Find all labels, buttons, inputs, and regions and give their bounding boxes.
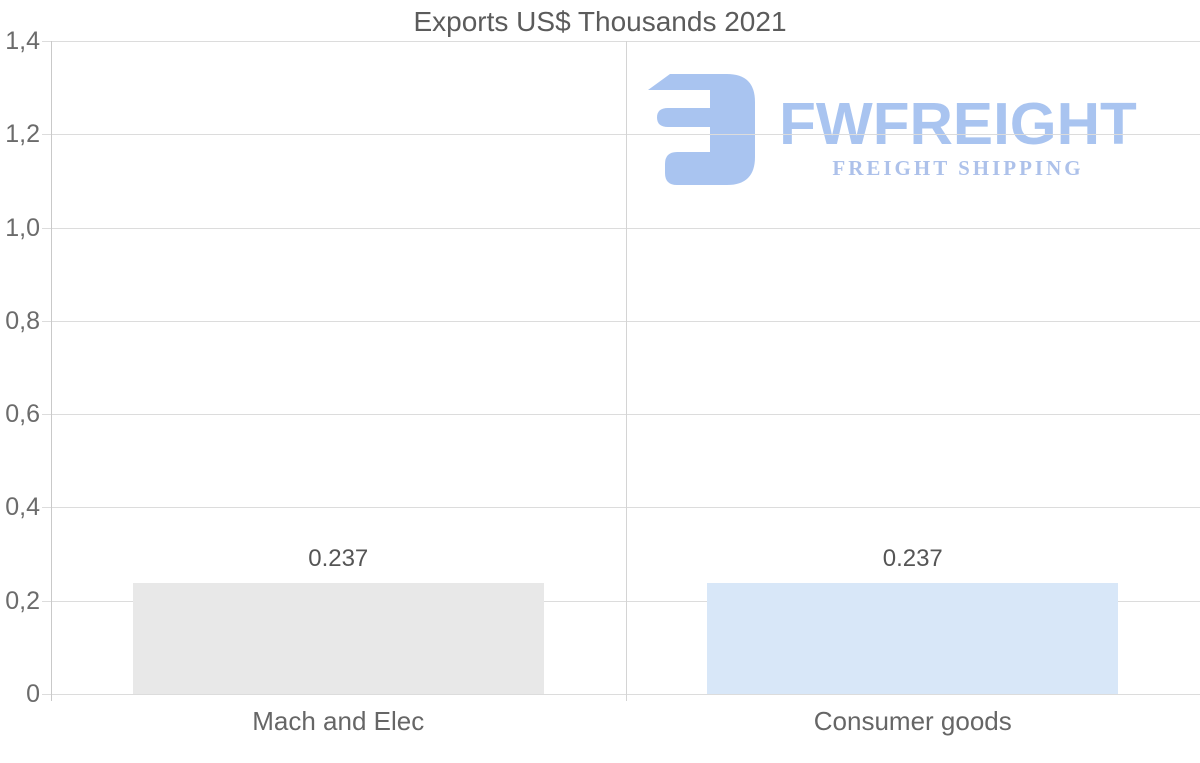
bar-mach-and-elec	[132, 583, 544, 694]
y-tick-label: 0,6	[5, 400, 40, 429]
y-axis-line	[51, 41, 52, 701]
gridline-y-0,6	[42, 414, 1200, 416]
gridline-y-0	[42, 694, 1200, 695]
x-category-label: Consumer goods	[813, 706, 1012, 736]
chart-title: Exports US$ Thousands 2021	[413, 6, 787, 37]
gridline-y-0,2	[42, 600, 1200, 602]
bar-consumer-goods	[707, 583, 1119, 694]
y-tick-label: 0,2	[5, 586, 40, 615]
category-divider-line	[625, 41, 627, 701]
y-tick-label: 0,4	[5, 493, 40, 522]
y-tick-label: 1,4	[5, 27, 40, 55]
x-category-label: Mach and Elec	[252, 706, 425, 736]
fwfreight-logo-icon	[648, 74, 755, 185]
y-tick-label: 0,8	[5, 306, 40, 335]
fwfreight-tagline-text: FREIGHT SHIPPING	[832, 156, 1084, 180]
y-tick-label: 1,2	[5, 120, 40, 149]
gridline-y-0,8	[42, 320, 1200, 322]
gridline-y-0,4	[42, 507, 1200, 509]
fwfreight-brand-text: FWFREIGHT	[779, 91, 1137, 157]
bar-value-label: 0.237	[308, 545, 369, 573]
y-tick-label: 0	[26, 680, 40, 708]
gridline-y-1,2	[42, 134, 1200, 136]
bar-value-label: 0.237	[882, 545, 943, 573]
gridline-y-1,0	[42, 227, 1200, 229]
gridline-y-1,4	[42, 41, 1200, 42]
y-tick-label: 1,0	[5, 213, 40, 242]
